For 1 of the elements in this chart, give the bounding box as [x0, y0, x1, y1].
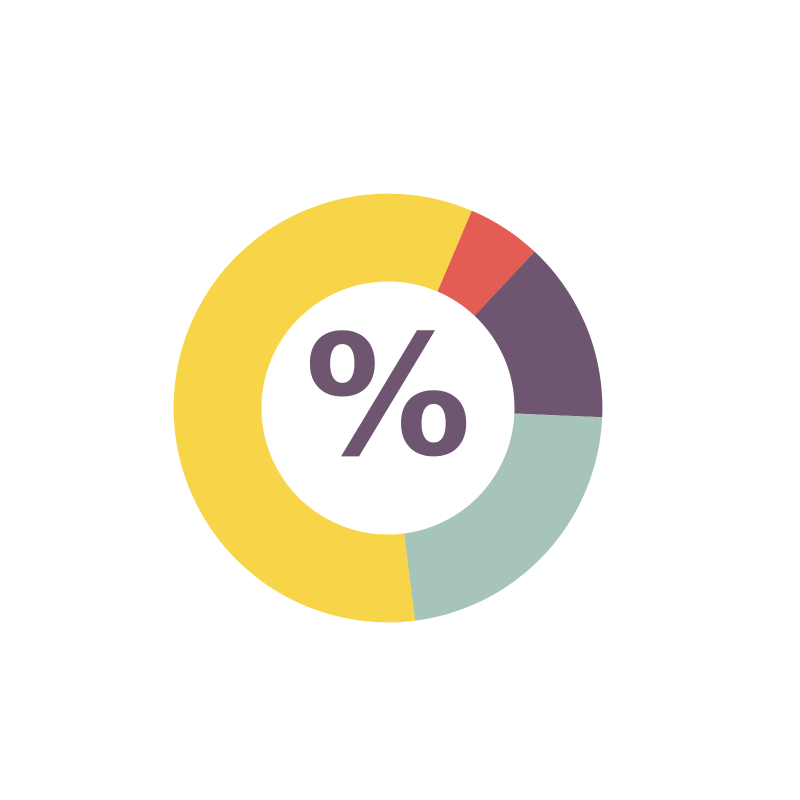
text: % [310, 330, 466, 456]
